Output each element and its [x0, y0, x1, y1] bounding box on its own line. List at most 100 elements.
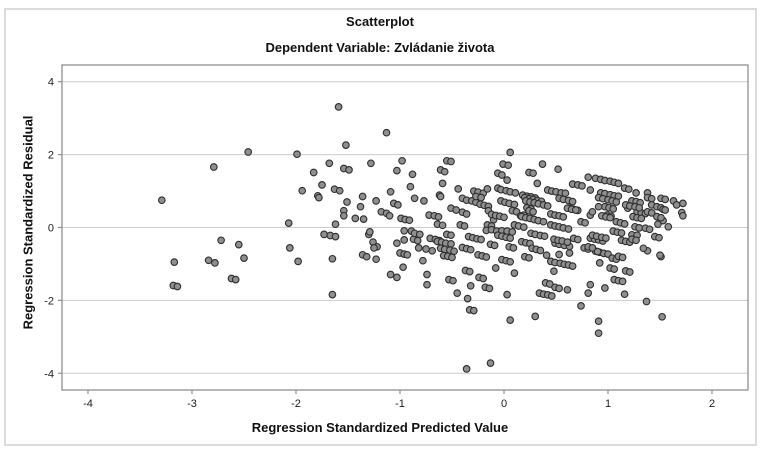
data-point [428, 246, 437, 255]
data-point [318, 181, 326, 189]
data-point [406, 182, 415, 191]
data-point [438, 179, 447, 188]
data-point [506, 257, 515, 266]
data-point [536, 246, 545, 255]
x-tick-label: 0 [501, 398, 507, 410]
data-point [466, 281, 475, 290]
data-point [491, 264, 500, 272]
data-point [405, 216, 414, 225]
data-point [610, 265, 619, 273]
data-point [635, 224, 644, 232]
data-point [632, 189, 640, 197]
data-point [637, 214, 646, 223]
data-point [617, 229, 626, 237]
data-point [547, 292, 556, 300]
data-point [531, 312, 540, 321]
x-tick-label: 2 [709, 398, 715, 410]
data-point [581, 218, 589, 227]
y-axis-label: Regression Standardized Residual [20, 115, 36, 330]
data-point [563, 238, 572, 246]
data-point [533, 179, 542, 188]
data-point [614, 179, 623, 188]
data-point [498, 171, 506, 179]
data-point [568, 197, 577, 206]
data-point [420, 197, 428, 205]
data-point [586, 186, 595, 194]
data-point [506, 148, 515, 157]
data-point [645, 225, 654, 234]
data-point [335, 186, 344, 195]
data-point [550, 267, 558, 276]
data-point [415, 230, 424, 239]
data-point [679, 199, 687, 208]
data-point [594, 317, 603, 326]
data-point [399, 263, 407, 272]
data-point [362, 252, 371, 261]
data-point [529, 169, 537, 178]
data-point [655, 233, 663, 242]
data-point [509, 244, 518, 252]
data-point [410, 194, 419, 203]
y-tick-label: 2 [48, 150, 54, 162]
y-tick-label: -2 [44, 295, 54, 307]
data-point [618, 277, 627, 286]
data-point [661, 206, 670, 214]
data-point [234, 240, 243, 249]
data-point [400, 236, 409, 244]
x-tick-label: -3 [187, 398, 197, 410]
data-point [612, 198, 621, 206]
data-point [624, 185, 633, 194]
data-point [358, 192, 367, 201]
data-point [559, 213, 568, 221]
data-point [394, 201, 402, 209]
data-point [563, 285, 572, 294]
data-point [231, 275, 240, 284]
data-point [661, 195, 670, 204]
x-tick-label: -4 [83, 398, 93, 410]
data-point [209, 163, 218, 171]
data-point [462, 210, 471, 218]
data-point [477, 193, 485, 202]
data-point [385, 211, 394, 220]
data-point [538, 160, 547, 168]
data-point [370, 244, 378, 252]
data-point [298, 186, 307, 195]
data-point [602, 234, 610, 242]
data-point [490, 241, 499, 250]
data-point [578, 182, 586, 190]
data-point [408, 170, 417, 179]
data-point [356, 202, 365, 211]
data-point [647, 209, 656, 217]
data-point [625, 268, 634, 276]
data-point [529, 207, 537, 216]
data-point [447, 240, 455, 248]
data-point [510, 200, 519, 209]
data-point [584, 289, 593, 297]
data-point [483, 185, 492, 193]
data-point [503, 176, 511, 184]
data-point [438, 221, 447, 230]
data-point [204, 256, 213, 265]
data-point [555, 250, 563, 259]
data-point [386, 187, 395, 196]
data-point [173, 282, 182, 291]
data-point [635, 203, 644, 212]
data-point [294, 257, 302, 266]
data-point [343, 198, 351, 206]
data-point [465, 267, 474, 276]
data-point [542, 251, 551, 260]
data-point [642, 297, 651, 306]
data-point [331, 232, 340, 241]
data-point [372, 197, 380, 205]
data-point [393, 166, 401, 175]
data-point [328, 254, 337, 263]
data-point [525, 253, 533, 262]
data-point [423, 270, 431, 279]
data-point [351, 214, 360, 223]
data-point [511, 189, 520, 197]
data-point [403, 250, 412, 259]
data-point [594, 202, 603, 211]
data-point [449, 276, 457, 285]
data-point [315, 193, 323, 202]
